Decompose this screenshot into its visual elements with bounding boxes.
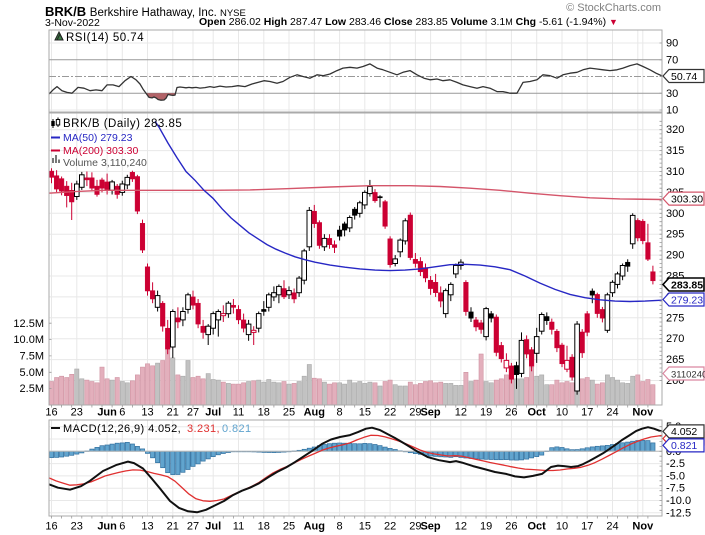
svg-text:24: 24 — [606, 407, 618, 419]
svg-text:27: 27 — [187, 407, 199, 419]
svg-text:279.23: 279.23 — [671, 294, 703, 306]
svg-text:Jul: Jul — [205, 521, 221, 533]
svg-text:-2.5: -2.5 — [666, 458, 685, 470]
svg-text:17: 17 — [581, 407, 593, 419]
svg-text:22: 22 — [384, 407, 396, 419]
svg-text:Aug: Aug — [304, 407, 325, 419]
svg-text:13: 13 — [141, 407, 153, 419]
svg-text:5.0M: 5.0M — [20, 367, 44, 379]
svg-text:25: 25 — [283, 521, 295, 533]
svg-text:12: 12 — [455, 407, 467, 419]
svg-text:RSI(14) 50.74: RSI(14) 50.74 — [66, 32, 144, 44]
svg-text:3.231,: 3.231, — [187, 423, 220, 435]
svg-text:6: 6 — [119, 407, 125, 419]
svg-text:Nov: Nov — [632, 407, 654, 419]
svg-text:25: 25 — [283, 407, 295, 419]
svg-text:11: 11 — [233, 521, 244, 533]
svg-text:10: 10 — [666, 105, 678, 117]
svg-text:Jul: Jul — [205, 407, 221, 419]
svg-text:315: 315 — [666, 145, 684, 157]
svg-text:22: 22 — [384, 521, 396, 533]
svg-text:MACD(12,26,9) 4.052,: MACD(12,26,9) 4.052, — [63, 423, 181, 435]
svg-text:320: 320 — [666, 124, 684, 136]
svg-text:Oct: Oct — [528, 521, 547, 533]
svg-text:29: 29 — [409, 521, 421, 533]
svg-text:Jun: Jun — [97, 407, 117, 419]
svg-text:10: 10 — [556, 521, 568, 533]
svg-text:Nov: Nov — [632, 521, 654, 533]
svg-text:26: 26 — [505, 407, 517, 419]
svg-text:3110240: 3110240 — [671, 369, 705, 380]
svg-text:11: 11 — [233, 407, 244, 419]
svg-text:17: 17 — [581, 521, 593, 533]
svg-text:15: 15 — [359, 407, 371, 419]
svg-text:303.30: 303.30 — [671, 193, 703, 205]
svg-text:50.74: 50.74 — [671, 71, 697, 83]
svg-text:19: 19 — [480, 407, 492, 419]
svg-text:295: 295 — [666, 229, 684, 241]
svg-text:10: 10 — [556, 407, 568, 419]
svg-text:15: 15 — [359, 521, 371, 533]
svg-text:8: 8 — [337, 407, 343, 419]
svg-text:Sep: Sep — [420, 521, 440, 533]
svg-text:30: 30 — [666, 88, 678, 100]
svg-text:300: 300 — [666, 208, 684, 220]
svg-text:23: 23 — [71, 407, 83, 419]
svg-text:275: 275 — [666, 312, 684, 324]
svg-text:MA(50) 279.23: MA(50) 279.23 — [63, 132, 133, 144]
svg-text:90: 90 — [666, 38, 678, 50]
svg-text:29: 29 — [409, 407, 421, 419]
svg-text:7.5M: 7.5M — [20, 350, 44, 362]
svg-text:0.821: 0.821 — [671, 440, 697, 452]
svg-text:Aug: Aug — [304, 521, 325, 533]
svg-text:BRK/B (Daily) 283.85: BRK/B (Daily) 283.85 — [63, 118, 182, 130]
svg-text:8: 8 — [337, 521, 343, 533]
svg-text:16: 16 — [45, 521, 57, 533]
svg-text:18: 18 — [258, 521, 270, 533]
svg-text:0.821: 0.821 — [222, 423, 252, 435]
svg-text:265: 265 — [666, 354, 684, 366]
svg-text:310: 310 — [666, 166, 684, 178]
svg-text:270: 270 — [666, 333, 684, 345]
svg-text:10.0M: 10.0M — [13, 334, 44, 346]
svg-text:23: 23 — [71, 521, 83, 533]
svg-text:-12.5: -12.5 — [666, 507, 691, 519]
svg-text:-10.0: -10.0 — [666, 495, 691, 507]
svg-text:16: 16 — [45, 407, 57, 419]
svg-text:Volume 3,110,240: Volume 3,110,240 — [63, 157, 147, 169]
svg-text:Sep: Sep — [420, 407, 440, 419]
svg-text:Jun: Jun — [97, 521, 117, 533]
svg-text:290: 290 — [666, 250, 684, 262]
svg-text:24: 24 — [606, 521, 618, 533]
svg-text:21: 21 — [167, 521, 179, 533]
svg-text:13: 13 — [141, 521, 153, 533]
svg-text:70: 70 — [666, 54, 678, 66]
svg-text:4.052: 4.052 — [671, 426, 697, 438]
svg-text:2.5M: 2.5M — [20, 383, 44, 395]
svg-text:19: 19 — [480, 521, 492, 533]
svg-text:12: 12 — [455, 521, 467, 533]
svg-text:21: 21 — [167, 407, 179, 419]
svg-text:Oct: Oct — [528, 407, 547, 419]
svg-text:283.85: 283.85 — [671, 279, 703, 291]
svg-text:-7.5: -7.5 — [666, 483, 685, 495]
svg-text:-5.0: -5.0 — [666, 470, 685, 482]
svg-text:18: 18 — [258, 407, 270, 419]
svg-text:27: 27 — [187, 521, 199, 533]
svg-text:26: 26 — [505, 521, 517, 533]
svg-text:MA(200) 303.30: MA(200) 303.30 — [63, 145, 138, 157]
svg-text:12.5M: 12.5M — [13, 318, 44, 330]
svg-text:6: 6 — [119, 521, 125, 533]
